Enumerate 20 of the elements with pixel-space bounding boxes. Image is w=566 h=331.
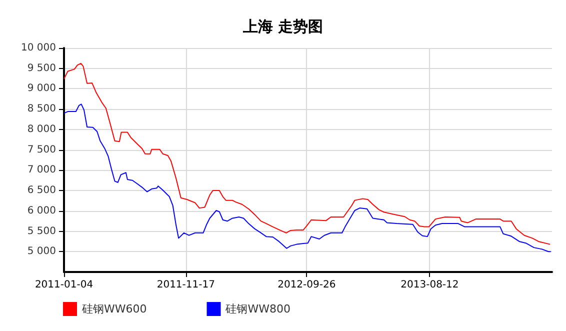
y-tick-label: 6 000 [27, 205, 56, 216]
y-tick-label: 6 500 [27, 185, 56, 196]
legend-label: 硅钢WW800 [224, 302, 290, 316]
y-tick-label: 9 000 [27, 83, 56, 94]
x-tick-label: 2013-08-12 [400, 280, 459, 290]
y-tick-label: 7 500 [27, 144, 56, 156]
y-tick-label: 5 500 [27, 226, 56, 237]
y-tick-label: 10 000 [21, 42, 56, 54]
chart-title: 上海 走势图 [242, 18, 324, 36]
y-tick-label: 7 000 [27, 164, 56, 176]
y-tick-label: 9 500 [27, 62, 56, 74]
line-series [64, 104, 552, 252]
x-tick-label: 2011-11-17 [156, 280, 215, 290]
x-tick-label: 2012-09-26 [278, 280, 336, 290]
line-series [64, 62, 551, 245]
y-tick-label: 8 500 [27, 104, 56, 115]
y-tick-label: 8 000 [27, 124, 56, 135]
y-tick-label: 5 000 [27, 246, 56, 258]
x-tick-label: 2011-01-04 [34, 280, 94, 290]
legend-label: 硅钢WW600 [81, 302, 147, 316]
